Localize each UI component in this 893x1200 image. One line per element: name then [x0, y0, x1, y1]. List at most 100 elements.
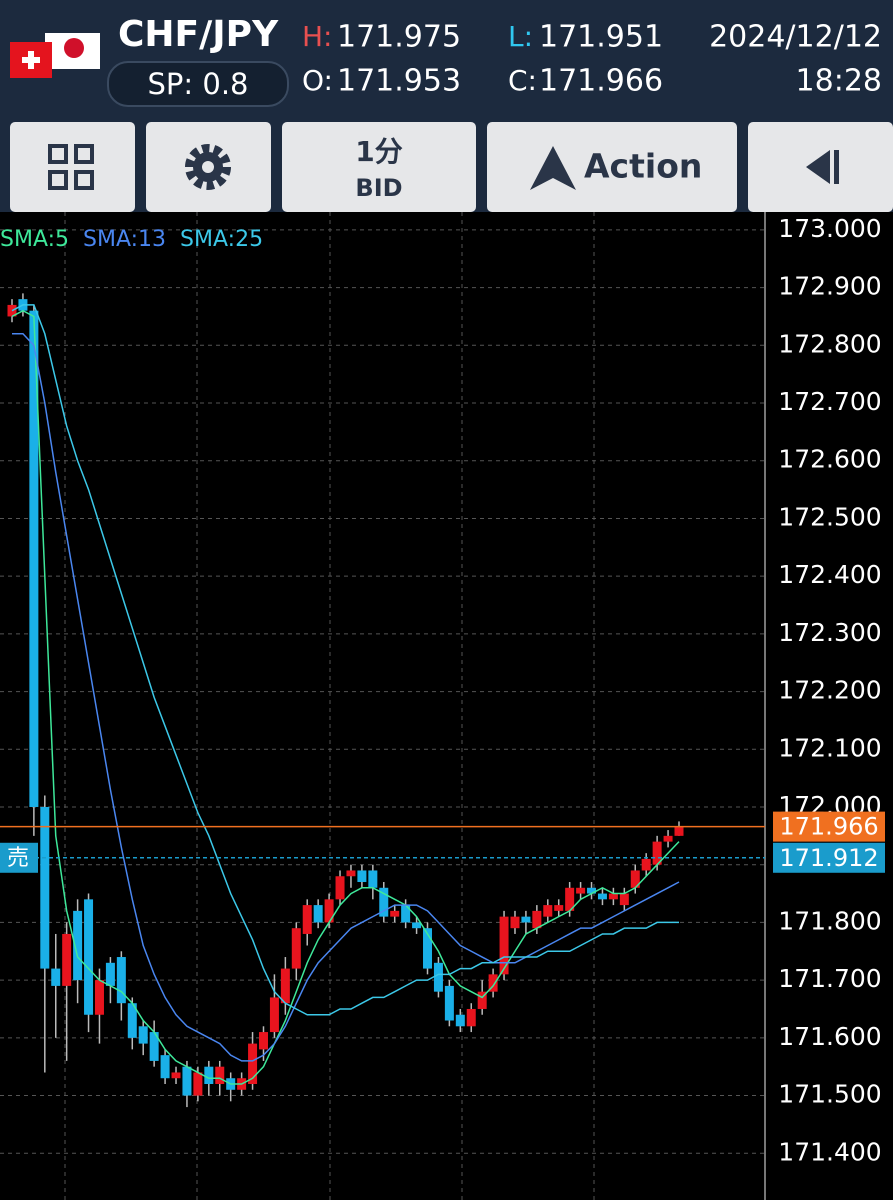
candle-body	[532, 910, 542, 929]
candle-body	[401, 905, 411, 923]
y-tick-label: 172.900	[778, 272, 881, 301]
button-bg[interactable]	[282, 122, 476, 212]
close-label: C:	[508, 64, 537, 97]
candle-body	[488, 974, 498, 992]
candle-body	[379, 887, 389, 917]
candle-body	[105, 962, 115, 986]
sma-line	[11, 309, 680, 1085]
price-tag-label: 171.966	[779, 813, 878, 841]
candle-body	[477, 991, 487, 1009]
flag-jp-sun	[64, 38, 84, 58]
candle-body	[565, 887, 575, 911]
settings-button[interactable]	[146, 122, 271, 212]
candle-body	[608, 893, 618, 900]
candle-body	[138, 1026, 148, 1044]
candle-body	[368, 870, 378, 888]
candle-body	[499, 916, 509, 975]
high-label: H:	[302, 20, 333, 53]
y-tick-label: 171.700	[778, 964, 881, 993]
y-tick-label: 171.500	[778, 1080, 881, 1109]
y-tick-label: 172.300	[778, 618, 881, 647]
y-tick-label: 171.400	[778, 1137, 881, 1166]
candle-body	[215, 1066, 225, 1085]
y-tick-label: 171.600	[778, 1022, 881, 1051]
y-tick-label: 172.700	[778, 387, 881, 416]
candle-body	[204, 1066, 214, 1085]
candle-body	[269, 997, 279, 1033]
candle-body	[193, 1072, 203, 1096]
candle-body	[258, 1032, 268, 1050]
candle-body	[40, 806, 50, 969]
collapse-icon	[806, 150, 830, 184]
collapse-bar	[834, 150, 839, 184]
gear-hole	[202, 161, 214, 173]
candle-body	[412, 922, 422, 929]
candle-body	[444, 985, 454, 1021]
candle-body	[390, 910, 400, 917]
price-tag-label: 171.912	[779, 844, 878, 872]
candle-body	[29, 310, 39, 807]
y-tick-label: 172.800	[778, 329, 881, 358]
candle-body	[619, 893, 629, 906]
open-label: O:	[302, 64, 333, 97]
candle-body	[84, 899, 94, 1015]
candle-body	[543, 905, 553, 917]
candle-body	[521, 916, 531, 923]
candle-body	[51, 968, 61, 986]
y-tick-label: 171.800	[778, 906, 881, 935]
sma-line	[12, 333, 680, 1062]
candle-body	[248, 1043, 258, 1085]
collapse-button[interactable]	[748, 122, 893, 212]
candle-body	[73, 910, 83, 981]
action-icon	[530, 146, 576, 190]
candle-body	[280, 968, 290, 1004]
low-value: 171.951	[539, 20, 663, 55]
spread-pill	[107, 61, 289, 107]
candle-body	[346, 870, 356, 877]
close-value: 171.966	[539, 64, 663, 99]
flag-ch-cross	[22, 57, 40, 63]
candle-body	[313, 905, 323, 923]
timeframe: 1分	[355, 135, 402, 168]
candle-body	[94, 980, 104, 1015]
sma-line	[11, 304, 679, 1016]
time: 18:28	[796, 64, 882, 99]
y-tick-label: 172.500	[778, 502, 881, 531]
gear-teeth	[185, 144, 231, 190]
candle-body	[554, 905, 564, 911]
y-tick-label: 172.200	[778, 676, 881, 705]
y-tick-label: 172.100	[778, 733, 881, 762]
candle-body	[674, 826, 684, 836]
candle-body	[576, 887, 586, 894]
button-bg[interactable]	[10, 122, 135, 212]
low-label: L:	[508, 20, 533, 53]
symbol: CHF/JPY	[118, 14, 279, 55]
flags	[10, 33, 100, 78]
timeframe-button[interactable]: 1分 BID	[282, 122, 476, 212]
candle-body	[433, 962, 443, 992]
side-tag-label: 売	[7, 846, 29, 871]
candle-body	[62, 933, 72, 986]
candle-body	[466, 1008, 476, 1027]
legend-entry: SMA:25	[180, 227, 263, 252]
side-tag	[0, 842, 38, 873]
date: 2024/12/12	[709, 20, 882, 55]
candle-body	[587, 887, 597, 894]
candle-body	[663, 835, 673, 842]
candle-body	[149, 1032, 159, 1061]
grid-icon	[48, 144, 94, 190]
candle-body	[182, 1066, 192, 1096]
layout-button[interactable]	[10, 122, 135, 212]
candle-body	[652, 841, 662, 865]
price-tag	[773, 811, 885, 842]
candle-body	[641, 858, 651, 871]
chart-bg	[0, 212, 893, 1200]
candle-body	[324, 899, 334, 923]
legend-entry: SMA:13	[83, 227, 166, 252]
candle-body	[357, 870, 367, 883]
candle-body	[160, 1055, 170, 1079]
y-tick-label: 172.400	[778, 560, 881, 589]
price-type: BID	[355, 174, 402, 202]
button-bg[interactable]	[487, 122, 737, 212]
action-button[interactable]: Action	[487, 122, 737, 212]
